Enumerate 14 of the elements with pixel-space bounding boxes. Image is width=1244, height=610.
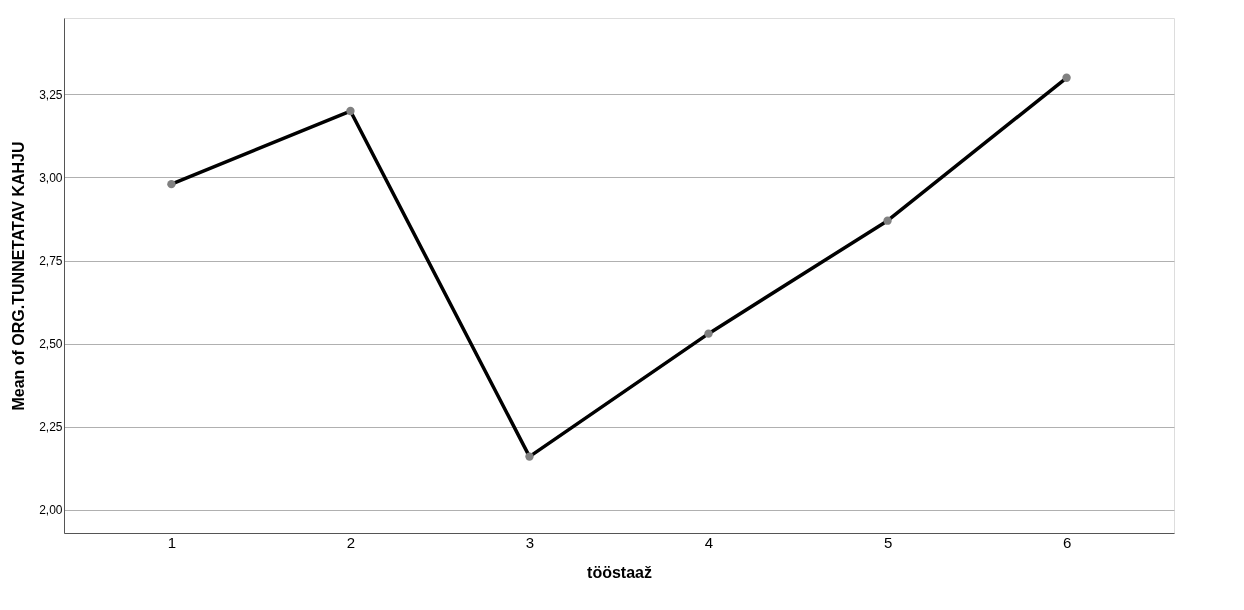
x-tick-label: 6 xyxy=(1062,533,1072,551)
y-tick-label: 2,25 xyxy=(39,420,63,435)
x-tick-label: 5 xyxy=(883,533,893,551)
x-tick-label: 3 xyxy=(525,533,535,551)
y-tick-label: 3,25 xyxy=(39,87,63,102)
x-axis-title: tööstaaž xyxy=(587,563,652,581)
x-tick-label: 1 xyxy=(167,533,177,551)
y-tick-label: 2,50 xyxy=(39,337,63,352)
y-axis-title: Mean of ORG.TUNNETATAV KAHJU xyxy=(10,141,28,411)
y-tick-label: 2,00 xyxy=(39,503,63,518)
x-tick-label: 4 xyxy=(704,533,714,551)
x-tick-label: 2 xyxy=(346,533,356,551)
y-tick-label: 3,00 xyxy=(39,170,63,185)
y-tick-label: 2,75 xyxy=(39,254,63,269)
